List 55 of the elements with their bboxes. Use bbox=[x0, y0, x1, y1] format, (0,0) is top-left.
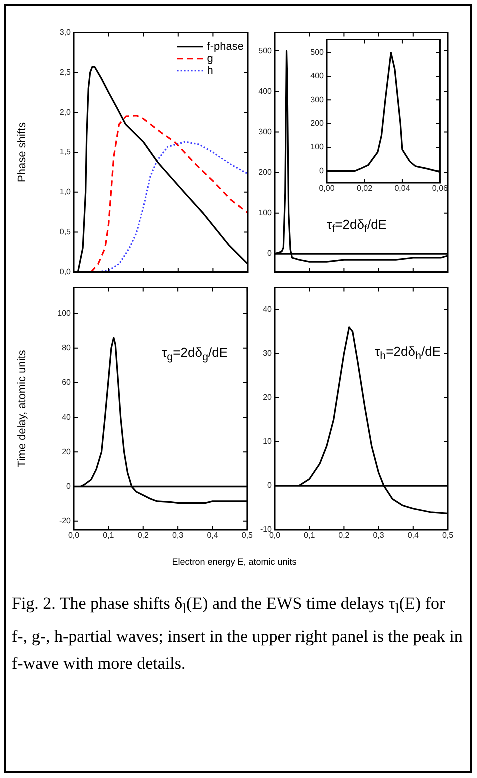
x-tick-label: 0,3 bbox=[373, 531, 385, 540]
annotation: τ$_{h}$=2dδ$_{h}$/dE bbox=[375, 344, 442, 363]
annotation: τ$_{f}$=2dδ$_{f}$/dE bbox=[327, 217, 387, 236]
y-tick-label: 300 bbox=[310, 95, 325, 104]
y-tick-label: 100 bbox=[258, 208, 273, 218]
y-tick-label: 100 bbox=[58, 308, 72, 318]
x-tick-label: 0,0 bbox=[68, 531, 80, 540]
y-tick-label: 2,0 bbox=[60, 108, 72, 117]
y-tick-label: 3,0 bbox=[60, 28, 72, 38]
x-tick-label: 0,04 bbox=[394, 184, 411, 194]
legend-label: f-phase bbox=[207, 40, 244, 53]
y-tick-label: 0,0 bbox=[60, 267, 72, 276]
y-tick-label: -20 bbox=[59, 516, 72, 526]
x-tick-label: 0,02 bbox=[356, 184, 374, 194]
x-tick-label: 0,1 bbox=[304, 531, 316, 540]
y-tick-label: 1,0 bbox=[60, 188, 72, 197]
caption: Fig. 2. The phase shifts δ$_{l}$(E) and the EWS time delays τ$_{l}$(E) for f-, g-, h-partial waves; insert in the upper right panel is the peak in f-wave with more details. bbox=[12, 593, 464, 676]
y-tick-label: 300 bbox=[258, 127, 273, 136]
y-tick-label: 2,5 bbox=[60, 68, 72, 77]
y-tick-label: 500 bbox=[310, 48, 325, 58]
x-tick-label: 0,00 bbox=[319, 184, 336, 194]
x-tick-label: 0,2 bbox=[338, 531, 350, 540]
y-tick-label: 80 bbox=[62, 344, 72, 353]
y-tick-label: 200 bbox=[258, 168, 273, 177]
y-axis-title: Time delay, atomic units bbox=[16, 350, 29, 468]
x-tick-label: 0,2 bbox=[138, 531, 150, 540]
x-tick-label: 0,5 bbox=[242, 531, 254, 540]
y-tick-label: 20 bbox=[263, 393, 273, 402]
y-tick-label: 500 bbox=[258, 46, 273, 56]
y-tick-label: 10 bbox=[263, 437, 273, 446]
y-tick-label: 0,5 bbox=[60, 228, 72, 237]
y-axis-title: Phase shifts bbox=[16, 122, 29, 182]
y-tick-label: 400 bbox=[310, 72, 325, 81]
y-tick-label: 60 bbox=[62, 378, 72, 388]
y-tick-label: 0 bbox=[66, 482, 72, 491]
y-tick-label: 20 bbox=[62, 447, 72, 456]
y-tick-label: 0 bbox=[320, 166, 325, 176]
x-tick-label: 0,1 bbox=[103, 531, 115, 540]
y-tick-label: 40 bbox=[62, 412, 72, 422]
y-tick-label: 30 bbox=[263, 349, 273, 358]
x-tick-label: 0,3 bbox=[172, 531, 184, 540]
x-tick-label: 0,5 bbox=[442, 531, 454, 540]
x-axis-title: Electron energy E, atomic units bbox=[171, 557, 298, 567]
y-tick-label: 400 bbox=[258, 86, 273, 96]
y-tick-label: 40 bbox=[263, 305, 273, 314]
y-tick-label: 1,5 bbox=[60, 148, 72, 157]
y-tick-label: 100 bbox=[310, 142, 325, 152]
legend-label: h bbox=[207, 64, 214, 77]
y-tick-label: 200 bbox=[310, 119, 325, 128]
legend-label: g bbox=[207, 52, 214, 65]
annotation: τ$_{g}$=2dδ$_{g}$/dE bbox=[162, 345, 228, 364]
y-tick-label: 0 bbox=[268, 481, 273, 490]
x-tick-label: 0,4 bbox=[207, 531, 219, 540]
y-tick-label: 0 bbox=[268, 249, 273, 258]
x-tick-label: 0,4 bbox=[408, 531, 420, 540]
